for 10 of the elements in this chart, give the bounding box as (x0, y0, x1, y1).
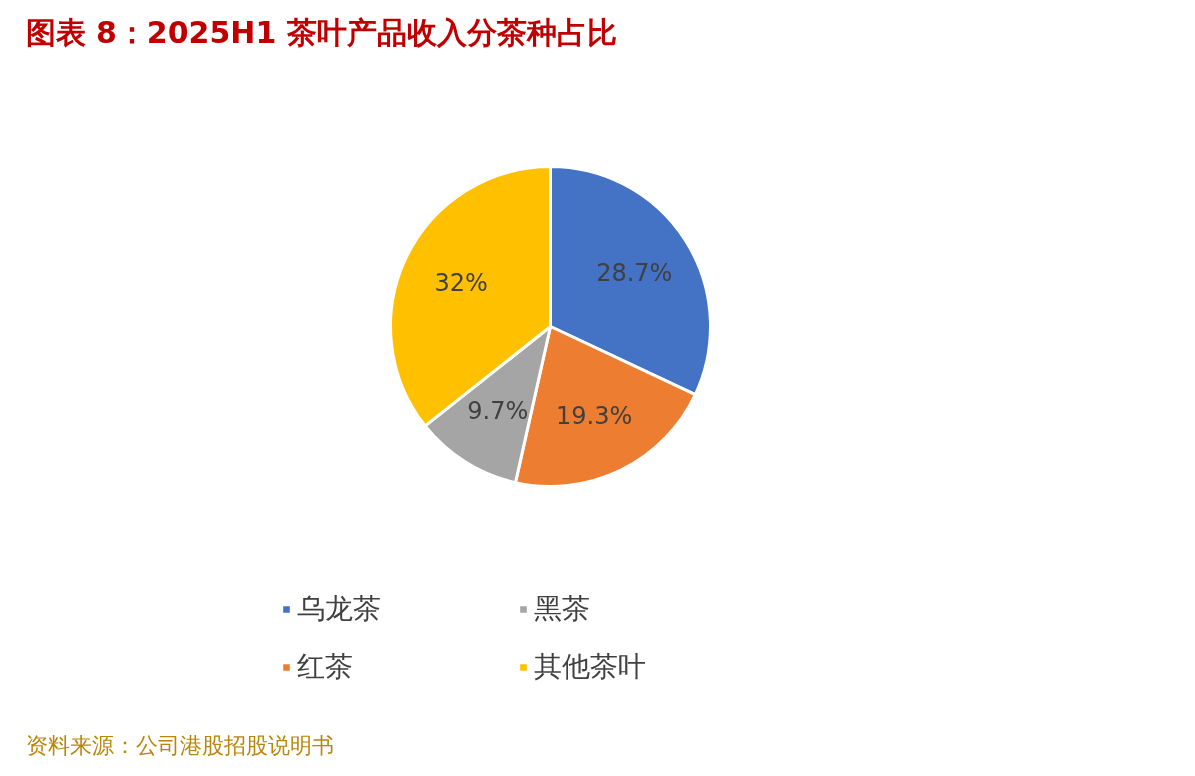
data-label: 28.7% (596, 259, 673, 288)
text: 资料来源：公司港股招股说明书 (25, 733, 334, 758)
chart-title: 图表 8：2025H1 茶叶产品收入分茶种占比 (25, 15, 617, 50)
legend-label: 黑茶 (534, 591, 591, 627)
legend-label: 红茶 (297, 649, 354, 685)
data-label: 19.3% (556, 401, 633, 430)
legend-label: 乌龙茶 (297, 591, 382, 627)
data-label: 9.7% (467, 396, 529, 425)
data-label: 32% (434, 269, 488, 298)
legend-label: 其他茶叶 (534, 649, 647, 685)
